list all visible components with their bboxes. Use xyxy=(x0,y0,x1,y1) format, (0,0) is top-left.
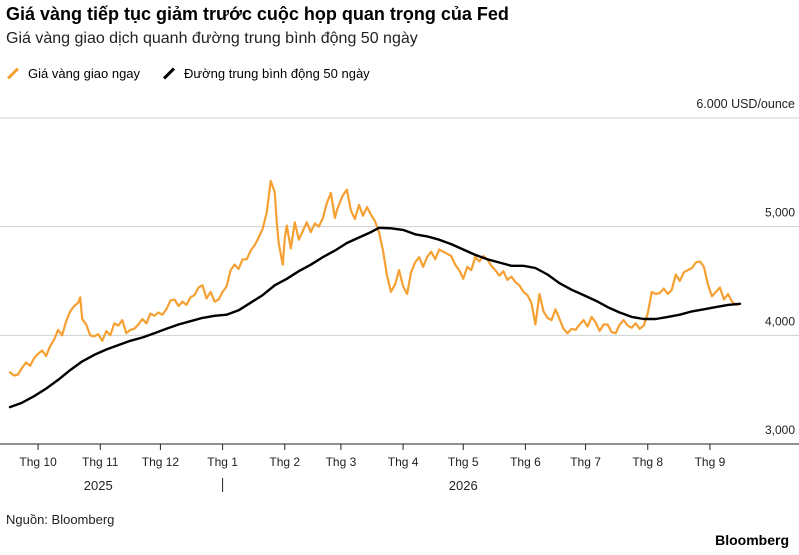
y-tick-labels: 3,000 4,000 5,000 xyxy=(765,206,795,437)
x-tick-label: Thg 4 xyxy=(388,455,419,469)
x-tick-label: Thg 9 xyxy=(695,455,726,469)
x-tick-label: Thg 6 xyxy=(510,455,541,469)
x-tick-label: Thg 10 xyxy=(19,455,57,469)
year-label: 2026 xyxy=(449,478,478,493)
y-tick-label: 4,000 xyxy=(765,314,795,328)
y-axis-unit-label: 6.000 USD/ounce xyxy=(696,97,795,111)
series-line-ma50 xyxy=(8,226,742,409)
brand-logo: Bloomberg xyxy=(715,532,789,548)
x-tick-label: Thg 8 xyxy=(632,455,663,469)
legend-item-ma50: Đường trung bình động 50 ngày xyxy=(162,66,370,81)
series-layer xyxy=(8,179,742,409)
year-label: 2025 xyxy=(84,478,113,493)
grid-layer xyxy=(0,117,799,336)
x-axis: Thg 10 Thg 11 Thg 12 Thg 1 Thg 2 Thg 3 Thg 4 Th… xyxy=(0,443,799,493)
chart-title: Giá vàng tiếp tục giảm trước cuộc họp qu… xyxy=(6,4,509,24)
legend-label-spot: Giá vàng giao ngay xyxy=(28,66,141,81)
x-tick-label: Thg 11 xyxy=(82,455,119,469)
chart-legend: Giá vàng giao ngay Đường trung bình động… xyxy=(6,66,392,81)
legend-label-ma50: Đường trung bình động 50 ngày xyxy=(184,66,370,81)
y-tick-label: 5,000 xyxy=(765,206,795,220)
series-line-spot-price xyxy=(8,179,742,377)
legend-item-spot: Giá vàng giao ngay xyxy=(6,66,140,81)
x-tick-label: Thg 2 xyxy=(269,455,300,469)
source-note: Nguồn: Bloomberg xyxy=(6,512,115,527)
x-tick-label: Thg 12 xyxy=(142,455,180,469)
x-tick-label: Thg 7 xyxy=(570,455,601,469)
x-tick-label: Thg 3 xyxy=(326,455,357,469)
x-tick-label: Thg 1 xyxy=(207,455,238,469)
y-tick-label: 3,000 xyxy=(765,423,795,437)
x-tick-label: Thg 5 xyxy=(448,455,479,469)
chart-subtitle: Giá vàng giao dịch quanh đường trung bìn… xyxy=(6,30,418,47)
